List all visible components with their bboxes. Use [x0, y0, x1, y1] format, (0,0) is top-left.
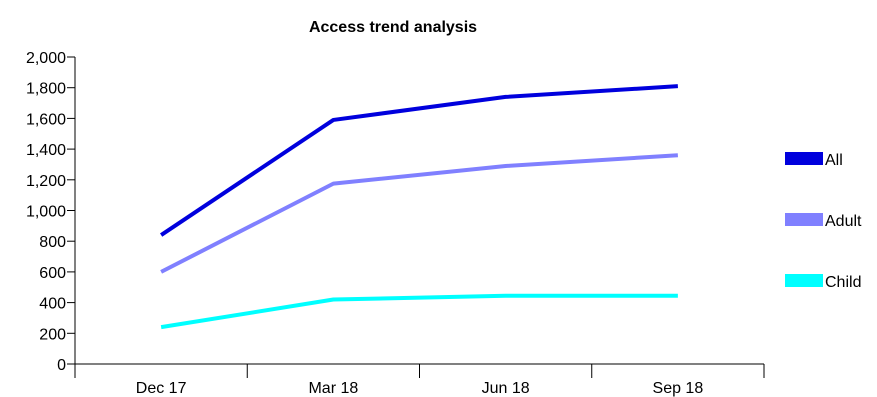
legend-swatch-all — [785, 152, 823, 165]
legend-label-adult: Adult — [825, 213, 862, 230]
y-tick-label: 2,000 — [26, 50, 66, 67]
legend-label-all: All — [825, 152, 843, 169]
y-tick-label: 200 — [39, 326, 66, 343]
series-line-adult — [160, 153, 678, 274]
y-tick-label: 600 — [39, 265, 66, 282]
x-tick-label: Mar 18 — [308, 380, 358, 397]
y-tick-label: 1,600 — [26, 111, 66, 128]
series-lines-group — [160, 84, 678, 330]
y-tick-label: 0 — [57, 357, 66, 374]
chart-title: Access trend analysis — [309, 19, 477, 36]
y-tick-label: 1,800 — [26, 81, 66, 98]
x-tick-label: Dec 17 — [136, 380, 187, 397]
legend-swatch-adult — [785, 213, 823, 226]
y-tick-label: 400 — [39, 296, 66, 313]
y-tick-label: 1,400 — [26, 142, 66, 159]
x-tick-label: Sep 18 — [653, 380, 704, 397]
y-tick-label: 1,000 — [26, 204, 66, 221]
y-tick-label: 800 — [39, 234, 66, 251]
series-line-child — [160, 293, 678, 330]
series-line-all — [160, 84, 678, 237]
y-tick-label: 1,200 — [26, 173, 66, 190]
axes-group: 0 200 400 600 800 1,000 1,200 1,400 1,600 1,800 2,… — [26, 50, 765, 397]
legend: All Adult Child — [785, 152, 862, 291]
legend-label-child: Child — [825, 274, 861, 291]
x-tick-label: Jun 18 — [482, 380, 530, 397]
legend-swatch-child — [785, 274, 823, 287]
